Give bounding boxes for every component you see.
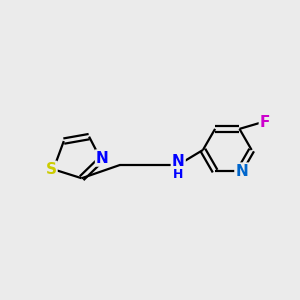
Text: H: H [173,168,183,181]
Text: F: F [260,116,270,130]
Text: N: N [96,151,109,166]
Text: N: N [236,164,248,178]
Text: N: N [172,154,184,169]
Text: S: S [46,162,56,177]
